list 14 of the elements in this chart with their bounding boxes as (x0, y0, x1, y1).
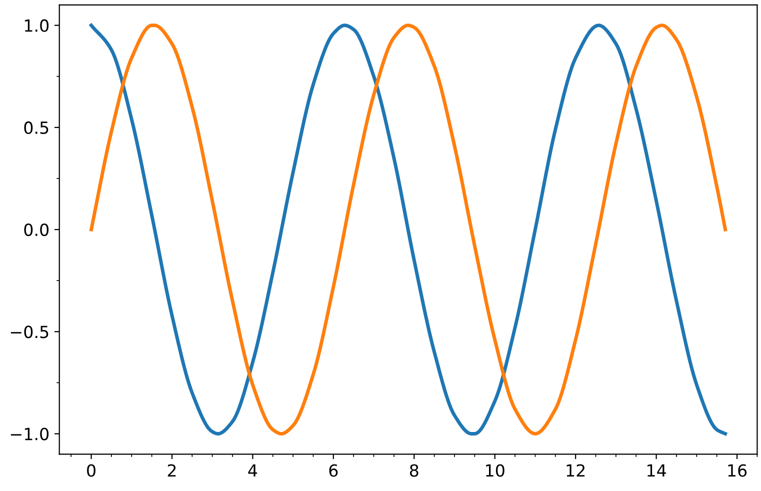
y-tick-label: −0.5 (10, 326, 48, 338)
x-tick-label: 12 (566, 464, 585, 477)
x-tick-label: 16 (728, 464, 747, 477)
y-tick-label: 0.5 (24, 121, 48, 134)
y-tick-label: 1.0 (24, 19, 49, 32)
x-tick-label: 14 (648, 464, 666, 477)
x-tick-label: 8 (410, 464, 418, 477)
x-tick-label: 2 (168, 464, 176, 477)
x-tick-label: 0 (87, 464, 96, 477)
y-tick-label: −1.0 (10, 428, 49, 440)
x-tick-label: 6 (329, 464, 338, 477)
x-tick-label: 4 (248, 464, 258, 477)
x-tick-label: 10 (486, 464, 504, 477)
y-tick-label: 0.0 (24, 224, 49, 236)
